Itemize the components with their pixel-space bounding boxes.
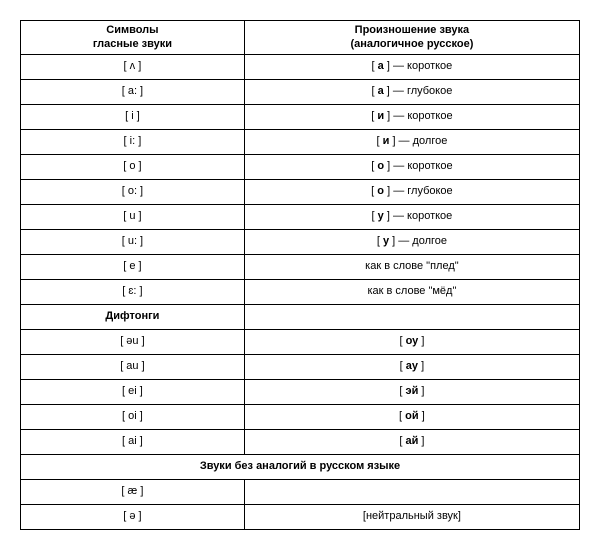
symbol-cell: [ i ]: [21, 104, 245, 129]
table-row: [ u ][ у ] — короткое: [21, 204, 580, 229]
pronunciation-cell: [ у ] — долгое: [244, 229, 579, 254]
pron-post: ] — короткое: [384, 160, 452, 172]
table-row: [ ə ][нейтральный звук]: [21, 504, 580, 529]
pron-post: ]: [418, 335, 424, 347]
phonetics-table: Символы гласные звуки Произношение звука…: [20, 20, 580, 530]
pronunciation-cell: как в слове "плед": [244, 254, 579, 279]
table-row: [ ʌ ][ а ] — короткое: [21, 54, 580, 79]
no-analog-header: Звуки без аналогий в русском языке: [21, 454, 580, 479]
table-row: [ i: ][ и ] — долгое: [21, 129, 580, 154]
header-symbols-line2: гласные звуки: [93, 38, 172, 50]
symbol-cell: [ ʌ ]: [21, 54, 245, 79]
table-row: [ au ][ ау ]: [21, 354, 580, 379]
pron-bold: оу: [406, 335, 419, 347]
symbol-cell: [ u ]: [21, 204, 245, 229]
symbol-cell: [ æ ]: [21, 479, 245, 504]
pronunciation-cell: [ ау ]: [244, 354, 579, 379]
pron-post: ]: [418, 435, 424, 447]
pronunciation-cell: [ а ] — глубокое: [244, 79, 579, 104]
table-header-row: Символы гласные звуки Произношение звука…: [21, 21, 580, 55]
table-row: [ ai ][ ай ]: [21, 429, 580, 454]
symbol-cell: [ u: ]: [21, 229, 245, 254]
symbol-cell: [ oi ]: [21, 404, 245, 429]
symbol-cell: [ əu ]: [21, 329, 245, 354]
pronunciation-cell: [нейтральный звук]: [244, 504, 579, 529]
pron-bold: ой: [405, 410, 418, 422]
pron-bold: ай: [405, 435, 418, 447]
pronunciation-cell: [244, 479, 579, 504]
pron-post: ]: [418, 385, 424, 397]
diphthongs-header: Дифтонги: [21, 304, 245, 329]
table-row: [ æ ]: [21, 479, 580, 504]
pronunciation-cell: [ и ] — короткое: [244, 104, 579, 129]
pron-bold: эй: [406, 385, 419, 397]
header-pronunciation: Произношение звука (аналогичное русское): [244, 21, 579, 55]
header-pron-line2: (аналогичное русское): [350, 38, 473, 50]
pron-post: ] — короткое: [384, 210, 452, 222]
no-analog-header-row: Звуки без аналогий в русском языке: [21, 454, 580, 479]
table-row: [ e ]как в слове "плед": [21, 254, 580, 279]
pronunciation-cell: [ ой ]: [244, 404, 579, 429]
symbol-cell: [ ai ]: [21, 429, 245, 454]
symbol-cell: [ ə ]: [21, 504, 245, 529]
header-symbols: Символы гласные звуки: [21, 21, 245, 55]
table-row: [ o: ][ о ] — глубокое: [21, 179, 580, 204]
pron-post: ] — глубокое: [384, 85, 453, 97]
pronunciation-cell: [ и ] — долгое: [244, 129, 579, 154]
pron-post: ] — короткое: [384, 60, 452, 72]
pron-post: ]: [418, 360, 424, 372]
diphthongs-header-row: Дифтонги: [21, 304, 580, 329]
symbol-cell: [ ɛ: ]: [21, 279, 245, 304]
table-row: [ əu ][ оу ]: [21, 329, 580, 354]
table-row: [ a: ][ а ] — глубокое: [21, 79, 580, 104]
symbol-cell: [ ei ]: [21, 379, 245, 404]
table-row: [ o ][ о ] — короткое: [21, 154, 580, 179]
table-row: [ ei ][ эй ]: [21, 379, 580, 404]
pronunciation-cell: [ о ] — глубокое: [244, 179, 579, 204]
table-row: [ i ][ и ] — короткое: [21, 104, 580, 129]
symbol-cell: [ i: ]: [21, 129, 245, 154]
pronunciation-cell: [ у ] — короткое: [244, 204, 579, 229]
pron-post: ] — глубокое: [384, 185, 453, 197]
pronunciation-cell: [ ай ]: [244, 429, 579, 454]
symbol-cell: [ o: ]: [21, 179, 245, 204]
pronunciation-cell: как в слове "мёд": [244, 279, 579, 304]
table-row: [ ɛ: ]как в слове "мёд": [21, 279, 580, 304]
pron-post: ]: [419, 410, 425, 422]
header-pron-line1: Произношение звука: [355, 24, 470, 36]
pron-post: ] — короткое: [384, 110, 452, 122]
table-row: [ oi ][ ой ]: [21, 404, 580, 429]
pronunciation-cell: [ а ] — короткое: [244, 54, 579, 79]
diphthongs-header-empty: [244, 304, 579, 329]
symbol-cell: [ a: ]: [21, 79, 245, 104]
pronunciation-cell: [ эй ]: [244, 379, 579, 404]
header-symbols-line1: Символы: [106, 24, 158, 36]
pron-bold: ау: [406, 360, 418, 372]
pron-post: ] — долгое: [389, 235, 447, 247]
symbol-cell: [ o ]: [21, 154, 245, 179]
symbol-cell: [ au ]: [21, 354, 245, 379]
pronunciation-cell: [ оу ]: [244, 329, 579, 354]
table-row: [ u: ][ у ] — долгое: [21, 229, 580, 254]
pronunciation-cell: [ о ] — короткое: [244, 154, 579, 179]
symbol-cell: [ e ]: [21, 254, 245, 279]
pron-post: ] — долгое: [389, 135, 447, 147]
